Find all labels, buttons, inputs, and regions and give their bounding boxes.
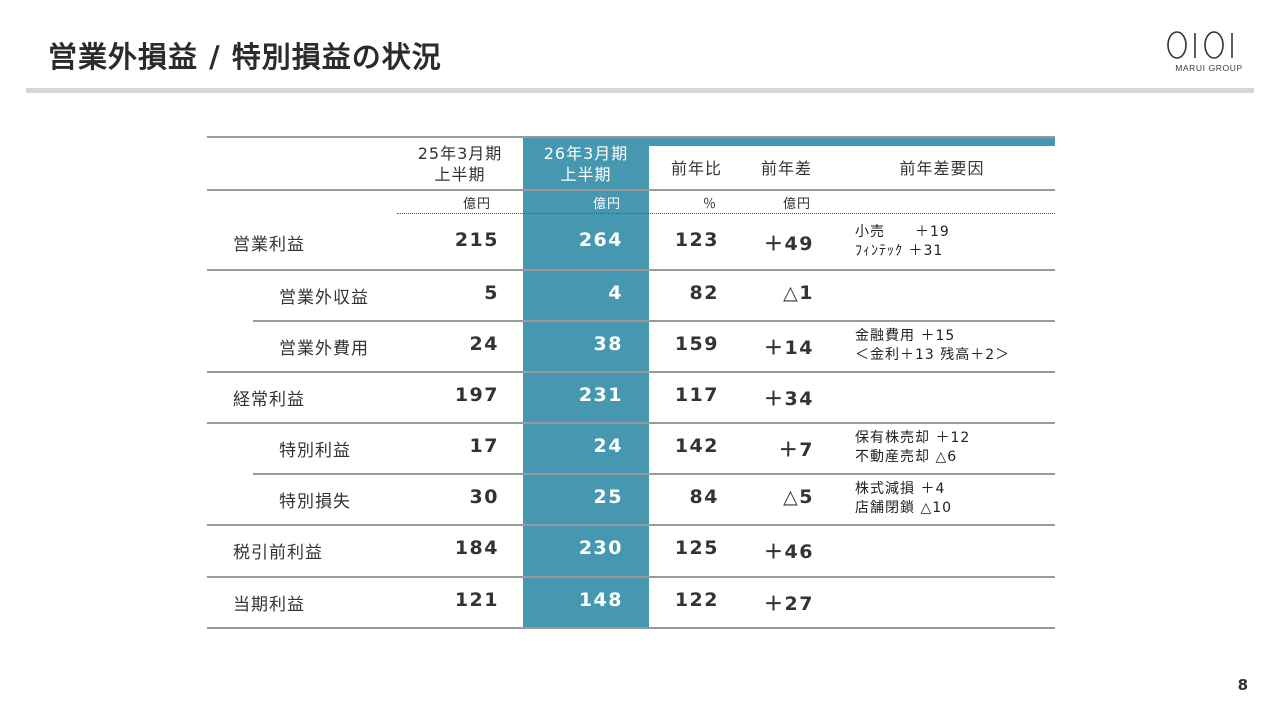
unit-diff: 億円: [782, 197, 811, 212]
row-divider: [253, 473, 1055, 475]
value-ratio: 125: [674, 537, 719, 559]
row-label: 税引前利益: [233, 543, 323, 563]
row-label: 経常利益: [233, 390, 305, 410]
value-diff: ＋46: [764, 541, 814, 563]
value-diff: ＋14: [764, 337, 814, 359]
value-prev: 215: [454, 229, 499, 251]
value-curr: 264: [578, 229, 623, 251]
factor-line2: ＜金利＋13 残高＋2＞: [855, 347, 1011, 363]
value-ratio: 122: [674, 589, 719, 611]
factor-line2: 不動産売却 △6: [855, 449, 958, 465]
factor-line2: 店舗閉鎖 △10: [855, 500, 953, 516]
value-ratio: 142: [674, 435, 719, 457]
header-curr-period: 26年3月期 上半期: [523, 143, 649, 185]
table-bottom-rule: [207, 627, 1055, 629]
logo-subtitle: MARUI GROUP: [1175, 63, 1243, 73]
value-prev: 121: [454, 589, 499, 611]
header-yoy-diff: 前年差: [760, 159, 812, 178]
header-bottom-rule: [207, 189, 1055, 191]
value-ratio: 84: [689, 486, 719, 508]
factor-line1: 金融費用 ＋15: [855, 328, 956, 344]
value-ratio: 159: [674, 333, 719, 355]
marui-logo: MARUI GROUP: [1166, 30, 1252, 78]
value-prev: 184: [454, 537, 499, 559]
header-yoy-ratio: 前年比: [670, 159, 722, 178]
value-diff: ＋27: [764, 593, 814, 615]
row-label: 当期利益: [233, 595, 305, 615]
factor-note: 保有株売却 ＋12 不動産売却 △6: [855, 429, 970, 467]
header-prev-line1: 25年3月期: [417, 144, 503, 163]
unit-curr: 億円: [592, 197, 621, 212]
row-divider: [207, 269, 1055, 271]
value-diff: ＋7: [778, 439, 814, 461]
value-curr: 148: [578, 589, 623, 611]
header-top-rule: [207, 136, 1055, 138]
value-prev: 24: [469, 333, 499, 355]
value-diff: ＋34: [764, 388, 814, 410]
results-table: 25年3月期 上半期 26年3月期 上半期 前年比 前年差 前年差要因 億円 億…: [207, 136, 1055, 630]
value-diff: △1: [783, 282, 814, 304]
header-curr-line2: 上半期: [560, 165, 612, 184]
value-curr: 38: [593, 333, 623, 355]
factor-line1: 小売 ＋19: [855, 224, 950, 240]
factor-line1: 株式減損 ＋4: [855, 481, 946, 497]
header-factors: 前年差要因: [899, 159, 985, 178]
row-label: 特別損失: [279, 492, 351, 512]
value-curr: 230: [578, 537, 623, 559]
value-prev: 17: [469, 435, 499, 457]
value-curr: 231: [578, 384, 623, 406]
factor-note: 金融費用 ＋15 ＜金利＋13 残高＋2＞: [855, 327, 1010, 365]
value-curr: 4: [608, 282, 623, 304]
title-divider: [26, 88, 1254, 93]
row-label: 営業利益: [233, 235, 305, 255]
value-prev: 5: [484, 282, 499, 304]
header-accent-bar: [649, 136, 1055, 146]
row-divider: [207, 422, 1055, 424]
value-prev: 197: [454, 384, 499, 406]
value-curr: 25: [593, 486, 623, 508]
value-ratio: 123: [674, 229, 719, 251]
unit-divider: [397, 213, 1055, 214]
factor-note: 小売 ＋19 ﾌｨﾝﾃｯｸ ＋31: [855, 223, 950, 261]
value-prev: 30: [469, 486, 499, 508]
value-diff: ＋49: [764, 233, 814, 255]
current-period-highlight: [523, 136, 649, 628]
row-divider: [207, 576, 1055, 578]
page-number: 8: [1237, 676, 1248, 694]
row-label: 営業外費用: [279, 339, 369, 359]
row-divider: [207, 371, 1055, 373]
value-ratio: 117: [674, 384, 719, 406]
row-label: 特別利益: [279, 441, 351, 461]
marui-logo-icon: [1167, 31, 1233, 59]
header-prev-line2: 上半期: [434, 165, 486, 184]
unit-prev: 億円: [462, 197, 491, 212]
factor-line1: 保有株売却 ＋12: [855, 430, 971, 446]
page-title: 営業外損益 / 特別損益の状況: [48, 40, 442, 74]
value-ratio: 82: [689, 282, 719, 304]
row-divider: [253, 320, 1055, 322]
header-prev-period: 25年3月期 上半期: [397, 143, 523, 185]
factor-line2: ﾌｨﾝﾃｯｸ ＋31: [855, 243, 944, 259]
unit-ratio: ％: [702, 197, 717, 212]
row-divider: [207, 524, 1055, 526]
value-diff: △5: [783, 486, 814, 508]
value-curr: 24: [593, 435, 623, 457]
row-label: 営業外収益: [279, 288, 369, 308]
header-curr-line1: 26年3月期: [543, 144, 629, 163]
factor-note: 株式減損 ＋4 店舗閉鎖 △10: [855, 480, 952, 518]
